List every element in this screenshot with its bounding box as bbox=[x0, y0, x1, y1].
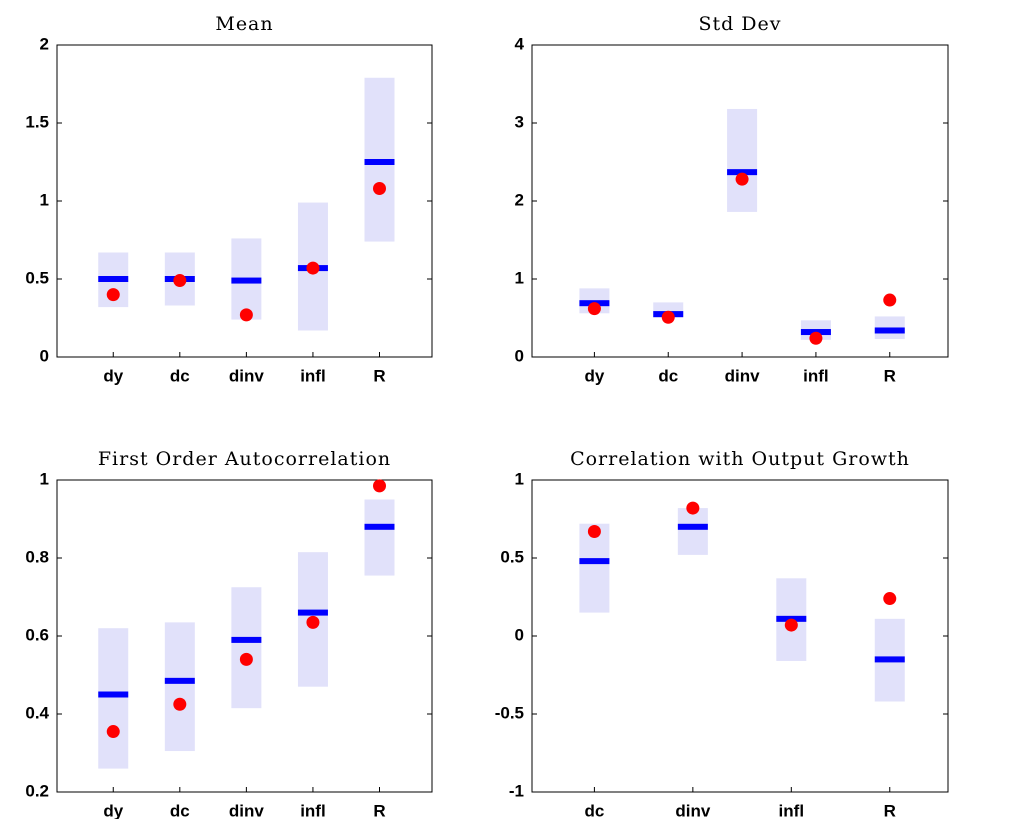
y-tick-label: 0 bbox=[40, 346, 49, 365]
median-bar bbox=[297, 609, 328, 616]
interval-band bbox=[579, 523, 610, 613]
data-point bbox=[239, 652, 253, 666]
panel-title: First Order Autocorrelation bbox=[98, 448, 391, 470]
x-tick-label: infl bbox=[779, 801, 805, 819]
y-tick-label: 0.6 bbox=[25, 625, 49, 644]
x-tick-label: R bbox=[884, 366, 896, 385]
interval-band bbox=[98, 628, 129, 769]
data-point bbox=[735, 172, 749, 186]
median-bar bbox=[98, 276, 129, 282]
data-point bbox=[173, 274, 187, 288]
x-tick-label: infl bbox=[300, 366, 326, 385]
y-tick-label: 1.5 bbox=[25, 112, 49, 131]
x-tick-label: infl bbox=[803, 366, 829, 385]
x-tick-label: dy bbox=[103, 366, 123, 385]
data-point bbox=[686, 501, 700, 515]
x-tick-label: dinv bbox=[675, 801, 710, 819]
data-point bbox=[373, 182, 386, 196]
median-bar bbox=[727, 169, 758, 176]
median-bar bbox=[579, 558, 610, 565]
x-tick-label: dc bbox=[658, 366, 678, 385]
y-tick-label: 0.5 bbox=[500, 547, 524, 566]
y-tick-label: 0 bbox=[515, 346, 524, 365]
data-point bbox=[306, 261, 320, 275]
data-point bbox=[809, 331, 823, 345]
x-tick-label: dc bbox=[170, 801, 190, 819]
panel-title: Std Dev bbox=[698, 13, 781, 35]
median-bar bbox=[677, 523, 708, 530]
data-point bbox=[661, 310, 675, 324]
y-tick-label: 0.4 bbox=[25, 703, 49, 722]
y-tick-label: -0.5 bbox=[495, 703, 524, 722]
panel-title: Correlation with Output Growth bbox=[570, 448, 910, 470]
median-bar bbox=[98, 691, 129, 698]
median-bar bbox=[364, 523, 395, 530]
data-point bbox=[587, 302, 601, 316]
median-bar bbox=[231, 636, 262, 643]
y-tick-label: 0 bbox=[515, 625, 524, 644]
data-point bbox=[784, 618, 798, 632]
median-bar bbox=[874, 656, 905, 663]
data-point bbox=[173, 697, 187, 711]
y-tick-label: 1 bbox=[515, 268, 524, 287]
x-tick-label: dc bbox=[584, 801, 604, 819]
x-tick-label: infl bbox=[300, 801, 326, 819]
y-tick-label: 1 bbox=[40, 469, 49, 488]
interval-band bbox=[164, 622, 195, 752]
x-tick-label: dy bbox=[103, 801, 123, 819]
y-tick-label: -1 bbox=[509, 781, 524, 800]
interval-band bbox=[727, 108, 758, 212]
y-tick-label: 0.2 bbox=[25, 781, 49, 800]
y-tick-label: 1 bbox=[515, 469, 524, 488]
x-tick-label: dinv bbox=[229, 366, 264, 385]
x-tick-label: dc bbox=[170, 366, 190, 385]
y-tick-label: 2 bbox=[40, 34, 49, 53]
median-bar bbox=[231, 277, 262, 284]
interval-band bbox=[677, 508, 708, 555]
median-bar bbox=[164, 677, 195, 684]
interval-band bbox=[231, 587, 262, 709]
data-point bbox=[239, 308, 253, 322]
data-point bbox=[106, 725, 120, 739]
x-tick-label: R bbox=[373, 801, 385, 819]
data-point bbox=[373, 479, 386, 493]
y-tick-label: 2 bbox=[515, 190, 524, 209]
x-tick-label: R bbox=[884, 801, 896, 819]
data-point bbox=[883, 592, 897, 606]
y-tick-label: 4 bbox=[515, 34, 525, 53]
data-point bbox=[106, 288, 120, 302]
panel-title: Mean bbox=[215, 13, 273, 35]
y-tick-label: 0.8 bbox=[25, 547, 49, 566]
data-point bbox=[587, 524, 601, 538]
data-point bbox=[306, 615, 320, 629]
median-bar bbox=[364, 159, 395, 165]
y-tick-label: 0.5 bbox=[25, 268, 49, 287]
x-tick-label: R bbox=[373, 366, 385, 385]
x-tick-label: dinv bbox=[725, 366, 760, 385]
y-tick-label: 3 bbox=[515, 112, 524, 131]
median-bar bbox=[874, 327, 905, 334]
y-tick-label: 1 bbox=[40, 190, 49, 209]
x-tick-label: dinv bbox=[229, 801, 264, 819]
data-point bbox=[883, 293, 897, 307]
x-tick-label: dy bbox=[584, 366, 604, 385]
interval-band bbox=[364, 499, 395, 576]
